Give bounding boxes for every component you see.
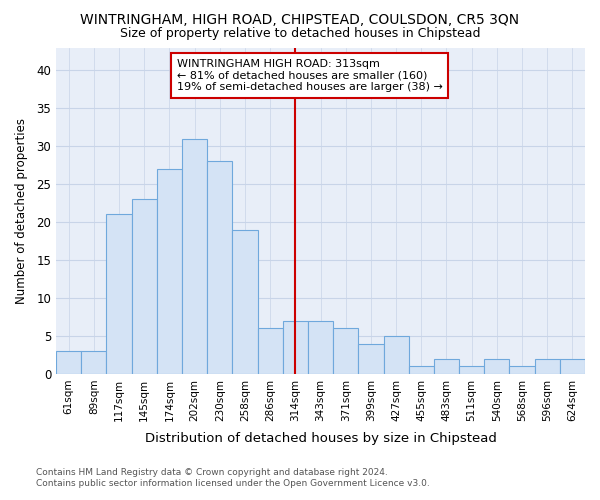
Text: WINTRINGHAM HIGH ROAD: 313sqm
← 81% of detached houses are smaller (160)
19% of : WINTRINGHAM HIGH ROAD: 313sqm ← 81% of d… <box>177 59 443 92</box>
Text: Contains HM Land Registry data © Crown copyright and database right 2024.
Contai: Contains HM Land Registry data © Crown c… <box>36 468 430 487</box>
Y-axis label: Number of detached properties: Number of detached properties <box>15 118 28 304</box>
Bar <box>157 169 182 374</box>
Text: WINTRINGHAM, HIGH ROAD, CHIPSTEAD, COULSDON, CR5 3QN: WINTRINGHAM, HIGH ROAD, CHIPSTEAD, COULS… <box>80 12 520 26</box>
Bar <box>560 358 585 374</box>
Bar <box>383 336 409 374</box>
Bar <box>257 328 283 374</box>
Bar <box>409 366 434 374</box>
Bar <box>182 138 207 374</box>
Bar <box>535 358 560 374</box>
Text: Size of property relative to detached houses in Chipstead: Size of property relative to detached ho… <box>120 28 480 40</box>
X-axis label: Distribution of detached houses by size in Chipstead: Distribution of detached houses by size … <box>145 432 496 445</box>
Bar <box>308 321 333 374</box>
Bar <box>509 366 535 374</box>
Bar <box>459 366 484 374</box>
Bar <box>434 358 459 374</box>
Bar <box>358 344 383 374</box>
Bar <box>56 351 81 374</box>
Bar <box>81 351 106 374</box>
Bar <box>207 162 232 374</box>
Bar <box>232 230 257 374</box>
Bar <box>283 321 308 374</box>
Bar <box>106 214 131 374</box>
Bar <box>131 200 157 374</box>
Bar <box>333 328 358 374</box>
Bar <box>484 358 509 374</box>
